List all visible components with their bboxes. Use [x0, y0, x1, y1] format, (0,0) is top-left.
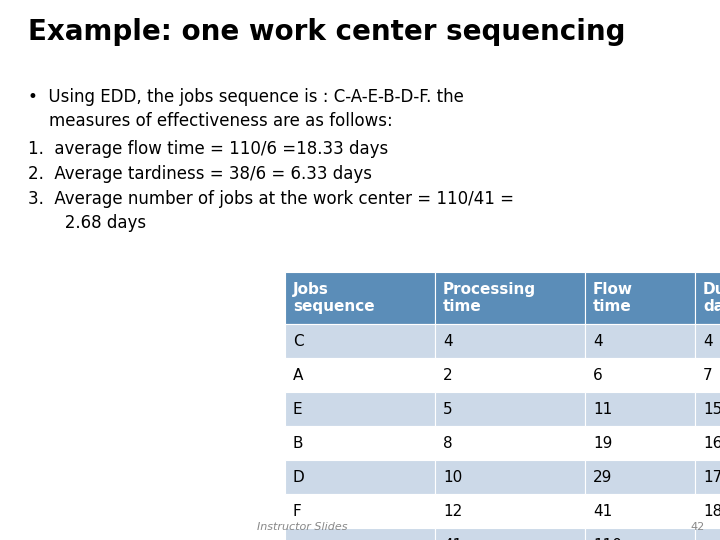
Text: 2: 2	[443, 368, 453, 382]
Text: B: B	[293, 435, 304, 450]
Text: Due
date: Due date	[703, 282, 720, 314]
Bar	[695, 324, 720, 358]
Bar	[285, 528, 435, 540]
Text: 2.  Average tardiness = 38/6 = 6.33 days: 2. Average tardiness = 38/6 = 6.33 days	[28, 165, 372, 183]
Text: 4: 4	[443, 334, 453, 348]
Bar	[285, 324, 435, 358]
Bar	[585, 426, 695, 460]
Text: 42: 42	[690, 522, 705, 532]
Text: 10: 10	[443, 469, 462, 484]
Bar	[585, 272, 695, 324]
Bar	[285, 460, 435, 494]
Text: 15: 15	[703, 402, 720, 416]
Bar	[695, 528, 720, 540]
Bar	[695, 358, 720, 392]
Text: Processing
time: Processing time	[443, 282, 536, 314]
Bar	[435, 324, 585, 358]
Bar	[585, 460, 695, 494]
Bar	[585, 324, 695, 358]
Text: 29: 29	[593, 469, 613, 484]
Bar	[585, 358, 695, 392]
Text: A: A	[293, 368, 303, 382]
Bar	[285, 426, 435, 460]
Text: 110: 110	[593, 537, 622, 540]
Bar	[585, 494, 695, 528]
Text: F: F	[293, 503, 302, 518]
Text: measures of effectiveness are as follows:: measures of effectiveness are as follows…	[28, 112, 392, 130]
Text: 3.  Average number of jobs at the work center = 110/41 =: 3. Average number of jobs at the work ce…	[28, 190, 514, 208]
Text: •  Using EDD, the jobs sequence is : C-A-E-B-D-F. the: • Using EDD, the jobs sequence is : C-A-…	[28, 88, 464, 106]
Text: Jobs
sequence: Jobs sequence	[293, 282, 374, 314]
Text: D: D	[293, 469, 305, 484]
Text: 17: 17	[703, 469, 720, 484]
Text: 4: 4	[593, 334, 603, 348]
Text: 5: 5	[443, 402, 453, 416]
Bar	[695, 272, 720, 324]
Text: 16: 16	[703, 435, 720, 450]
Text: Instructor Slides: Instructor Slides	[257, 522, 348, 532]
Bar	[695, 426, 720, 460]
Text: 4: 4	[703, 334, 713, 348]
Bar	[435, 392, 585, 426]
Text: 19: 19	[593, 435, 613, 450]
Text: 12: 12	[443, 503, 462, 518]
Text: 6: 6	[593, 368, 603, 382]
Bar	[695, 392, 720, 426]
Text: 8: 8	[443, 435, 453, 450]
Bar	[695, 494, 720, 528]
Bar	[695, 460, 720, 494]
Text: E: E	[293, 402, 302, 416]
Text: 18: 18	[703, 503, 720, 518]
Text: sum: sum	[293, 537, 325, 540]
Text: 41: 41	[593, 503, 612, 518]
Text: Example: one work center sequencing: Example: one work center sequencing	[28, 18, 626, 46]
Bar	[285, 358, 435, 392]
Text: 41: 41	[443, 537, 462, 540]
Text: 7: 7	[703, 368, 713, 382]
Bar	[435, 528, 585, 540]
Bar	[435, 358, 585, 392]
Text: Flow
time: Flow time	[593, 282, 633, 314]
Bar	[435, 460, 585, 494]
Bar	[285, 392, 435, 426]
Bar	[285, 494, 435, 528]
Text: 2.68 days: 2.68 days	[28, 214, 146, 232]
Bar	[435, 272, 585, 324]
Text: C: C	[293, 334, 304, 348]
Bar	[435, 426, 585, 460]
Bar	[585, 528, 695, 540]
Bar	[285, 272, 435, 324]
Bar	[585, 392, 695, 426]
Text: 1.  average flow time = 110/6 =18.33 days: 1. average flow time = 110/6 =18.33 days	[28, 140, 388, 158]
Text: 11: 11	[593, 402, 612, 416]
Bar	[435, 494, 585, 528]
